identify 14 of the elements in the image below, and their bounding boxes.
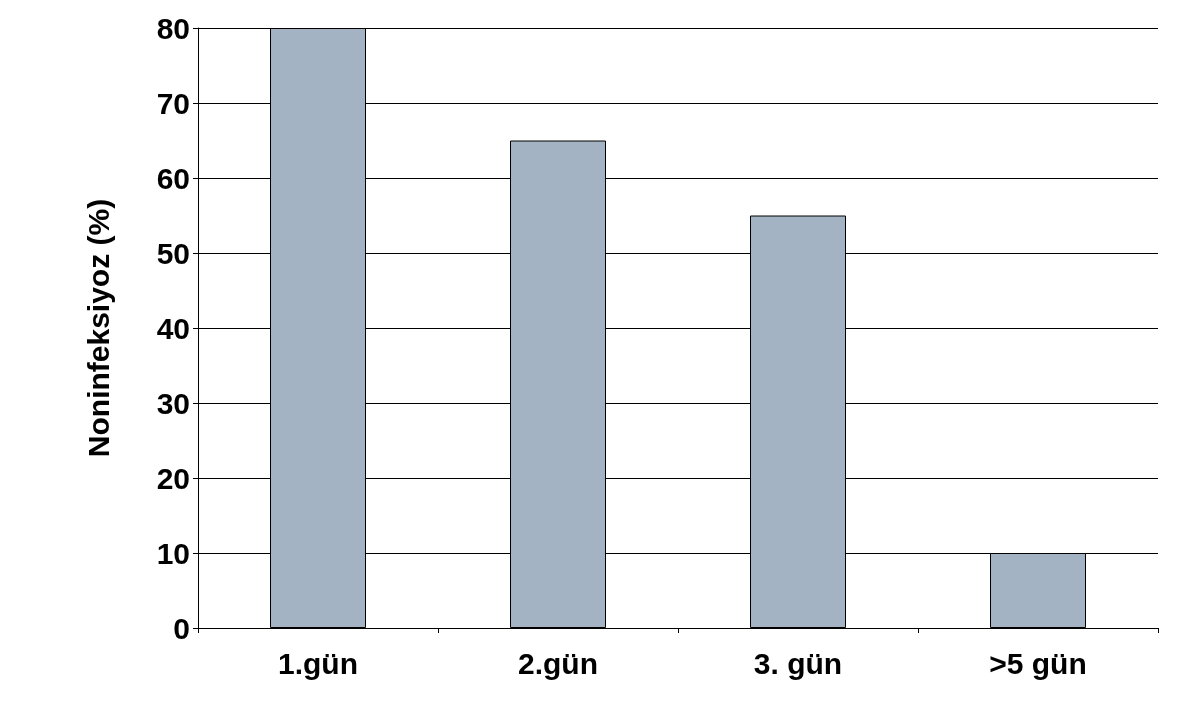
x-tick-label: 3. gün [753, 646, 843, 680]
y-tick-label: 30 [156, 386, 190, 420]
y-tick-label: 40 [156, 311, 190, 345]
x-tick-label: >5 gün [989, 646, 1087, 680]
y-tick-label: 20 [156, 461, 190, 495]
y-tick-label: 70 [156, 86, 190, 120]
y-tick-label: 60 [156, 161, 190, 195]
x-tick-label: 1.gün [278, 646, 358, 680]
y-tick-label: 0 [173, 611, 190, 645]
y-tick-label: 10 [156, 536, 190, 570]
y-axis-title: Noninfeksiyoz (%) [81, 198, 115, 458]
y-tick-label: 50 [156, 236, 190, 270]
x-tick-label: 2.gün [518, 646, 598, 680]
y-tick-label: 80 [156, 11, 190, 45]
